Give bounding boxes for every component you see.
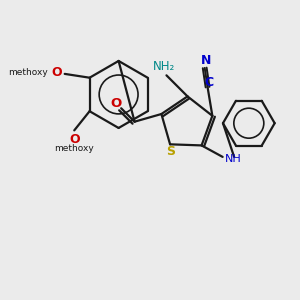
Text: C: C bbox=[204, 76, 213, 89]
Text: O: O bbox=[69, 133, 80, 146]
Text: O: O bbox=[51, 66, 62, 80]
Text: N: N bbox=[200, 54, 211, 67]
Text: O: O bbox=[111, 97, 122, 110]
Text: methoxy: methoxy bbox=[8, 68, 47, 77]
Text: methoxy: methoxy bbox=[54, 144, 94, 153]
Text: NH₂: NH₂ bbox=[152, 60, 175, 73]
Text: NH: NH bbox=[225, 154, 241, 164]
Text: S: S bbox=[167, 145, 176, 158]
